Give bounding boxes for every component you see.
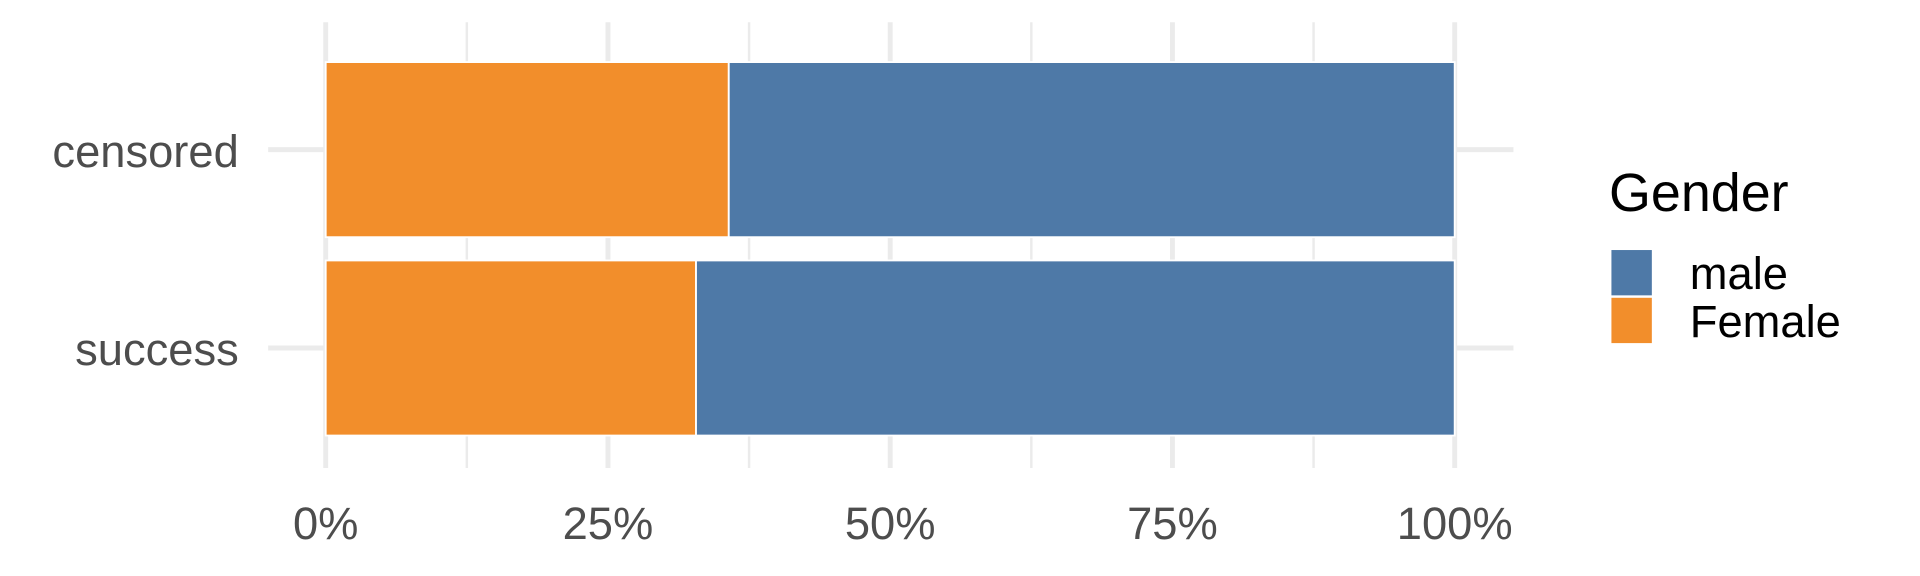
x-tick-label: 0% (293, 498, 358, 549)
bar-success-male (695, 259, 1456, 437)
x-tick-label: 50% (845, 498, 936, 549)
bar-success-female (324, 259, 697, 437)
y-tick-label: success (75, 324, 239, 375)
x-tick-label: 75% (1127, 498, 1218, 549)
y-axis-labels: censored success (52, 126, 238, 375)
x-tick-label: 100% (1397, 498, 1513, 549)
x-tick-label: 25% (563, 498, 654, 549)
x-axis-labels: 0% 25% 50% 75% 100% (293, 498, 1513, 549)
legend-label: Female (1690, 296, 1841, 347)
legend-label: male (1690, 248, 1788, 299)
bar-censored-female (324, 61, 730, 239)
legend-swatch-female (1611, 297, 1652, 344)
y-tick-label: censored (52, 126, 238, 177)
bar-censored-male (727, 61, 1456, 239)
bars (324, 61, 1456, 437)
legend-swatch-male (1611, 250, 1652, 296)
legend-title: Gender (1609, 163, 1789, 223)
